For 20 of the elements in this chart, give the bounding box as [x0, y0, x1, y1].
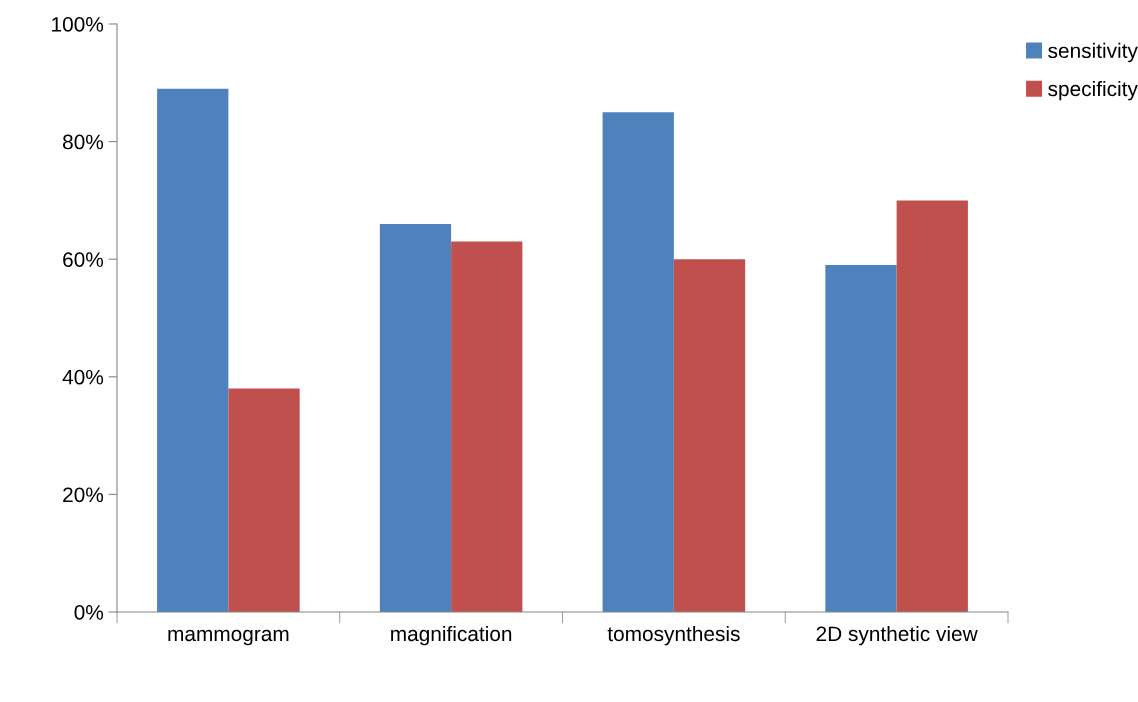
bar	[228, 388, 300, 612]
legend-label: sensitivity	[1048, 42, 1138, 63]
y-tick-label: 60%	[63, 252, 104, 267]
bar	[451, 241, 523, 612]
x-tick-label: tomosynthesis	[607, 625, 740, 646]
x-tick-label: magnification	[391, 625, 512, 646]
y-tick-label: 80%	[63, 134, 104, 150]
y-tick-label: 40%	[62, 369, 104, 385]
legend-label: specificity	[1048, 80, 1138, 101]
y-tick-label: 0%	[74, 605, 104, 620]
bar	[896, 200, 968, 612]
bar	[825, 265, 897, 612]
bar	[602, 112, 674, 612]
bar	[157, 88, 229, 612]
y-tick-label: 100%	[52, 17, 104, 32]
x-tick-label: 2D synthetic view	[816, 625, 978, 646]
bar	[673, 259, 746, 612]
x-tick-label: mammogram	[168, 629, 289, 646]
bar	[379, 223, 452, 612]
y-tick-label: 20%	[63, 487, 104, 503]
